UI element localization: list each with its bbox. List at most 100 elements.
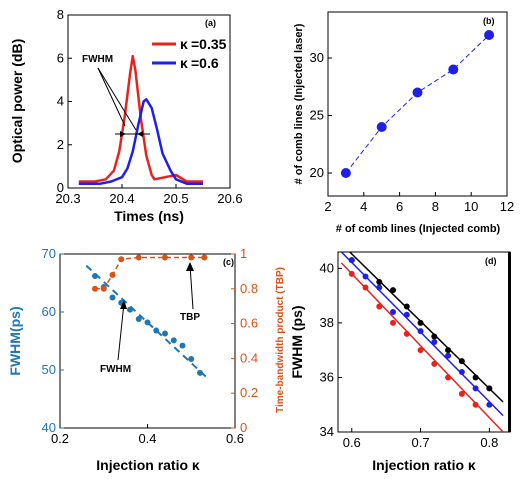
panel-b-series-line [345, 34, 490, 174]
panel-a-annotation-fwhm: FWHM [82, 54, 113, 65]
panel-c-xtick-label: 0.2 [51, 431, 69, 446]
panel-d-label: (d) [485, 256, 497, 266]
panel-d-data-point [376, 284, 383, 291]
panel-c-fwhm-point [153, 327, 160, 334]
panel-c-ylabel-right: Time-bandwidth product (TBP) [275, 267, 286, 413]
panel-d-data-point [445, 347, 452, 354]
panel-a-label: (a) [205, 18, 216, 28]
panel-c-right-ytick-label: 0.4 [240, 350, 258, 365]
panel-a-ylabel: Optical power (dB) [9, 39, 25, 163]
panel-b-ytick-label: 20 [310, 165, 324, 180]
panel-c-tbp-point [92, 285, 98, 292]
panel-c-tbp-point [135, 254, 142, 261]
legend-kappa-symbol-2: κ [180, 55, 188, 71]
panel-d-data-point [431, 339, 438, 345]
panel-c-xtick-label: 0.6 [226, 431, 244, 446]
panel-c-fwhm-fit-line [85, 264, 210, 381]
panel-b-ylabel: # of comb lines (Injected laser) [293, 23, 305, 184]
panel-b-data-point [448, 64, 459, 75]
panel-d-ytick-label: 36 [320, 369, 334, 384]
panel-d-data-point [362, 284, 369, 291]
panel-b-xtick-label: 12 [500, 199, 514, 214]
panel-d-data-point [348, 257, 355, 264]
panel-a-xtick-label: 20.5 [163, 191, 188, 206]
panel-c-arrowhead-tbp [186, 262, 194, 271]
panel-c-right-ytick-label: 0.2 [240, 385, 258, 400]
panel-b-xtick-label: 6 [396, 199, 403, 214]
legend-entry-2: =0.6 [191, 55, 219, 71]
panel-c-fwhm-point [197, 369, 203, 376]
panel-b-label: (b) [483, 16, 495, 26]
panel-b-data-point [412, 87, 423, 98]
panel-a-xlabel: Times (ns) [114, 208, 184, 224]
panel-c-axes-box [59, 253, 236, 429]
panel-d-ytick-label: 40 [320, 260, 334, 275]
panel-d-data-point [431, 333, 438, 340]
panel-d-data-point [458, 390, 465, 397]
panel-d-xtick-label: 0.6 [343, 435, 361, 450]
panel-c-fwhm-point [170, 337, 177, 344]
panel-d-data-point [390, 319, 397, 326]
panel-d-data-point [431, 360, 438, 367]
panel-d-ylabel: FWHM (ps) [289, 305, 305, 378]
panel-a-xtick-label: 20.3 [55, 191, 80, 206]
legend-entry-1: =0.35 [191, 36, 227, 52]
panel-d-ytick-label: 38 [320, 315, 334, 330]
panel-a-fwhm-arrowhead-right [137, 131, 143, 137]
panel-d-right-spine [508, 252, 511, 432]
panel-d-data-point [417, 328, 424, 335]
panel-c-label: (c) [223, 257, 234, 267]
panel-c-arrowhead-fwhm [120, 300, 127, 309]
panel-c-tbp-point [188, 254, 195, 261]
panel-c-fwhm-point [179, 342, 186, 349]
panel-d-data-point [472, 374, 479, 381]
panel-d-data-point [376, 303, 383, 310]
panel-c-left-ytick-label: 40 [42, 420, 56, 435]
panel-d-ytick-label: 34 [320, 424, 334, 439]
panel-c-ylabel-left: FWHM(ps) [7, 306, 23, 375]
panel-d-data-point [445, 374, 452, 381]
panel-a-series-line-2 [78, 98, 203, 185]
panel-c-xlabel: Injection ratio κ [96, 457, 200, 473]
panel-d-data-point [486, 401, 493, 408]
panel-c-left-ytick-label: 70 [42, 246, 56, 261]
panel-d-data-point [417, 319, 424, 326]
panel-b-xtick-label: 10 [464, 199, 478, 214]
panel-c-fwhm-point [188, 355, 195, 362]
panel-c-fwhm-point [135, 315, 142, 322]
panel-b-xtick-label: 8 [432, 199, 439, 214]
panel-d-data-point [472, 385, 479, 392]
panel-d-data-point [348, 270, 355, 277]
panel-a-fwhm-arrowhead-left [120, 131, 126, 137]
panel-b-data-point [484, 30, 495, 40]
panel-c-right-ytick-label: 0.6 [240, 316, 258, 331]
panel-c-fwhm-point [127, 306, 133, 313]
panel-d-data-point [403, 311, 410, 318]
panel-c-fwhm-point [144, 319, 151, 326]
panel-d-data-point [458, 358, 465, 365]
panel-c-fwhm-point [92, 273, 98, 280]
legend-kappa-symbol-1: κ [180, 36, 188, 52]
panel-d-xlabel: Injection ratio κ [372, 457, 476, 473]
panel-d-data-point [403, 330, 410, 337]
panel-c-tbp-point [109, 271, 116, 278]
panel-a-ytick-label: 6 [57, 50, 64, 65]
panel-b-data-point [376, 122, 387, 132]
panel-c-annotation-tbp: TBP [180, 312, 200, 323]
panel-d-data-point [376, 279, 383, 285]
panel-a-xtick-label: 20.4 [109, 191, 134, 206]
panel-c-right-ytick-label: 1 [240, 246, 247, 261]
panel-c-annotation-arrow-tbp [189, 264, 194, 310]
panel-a-ytick-label: 2 [57, 137, 64, 152]
panel-c-annotation-arrow-fwhm [117, 302, 125, 361]
panel-a-ytick-label: 8 [57, 7, 64, 22]
panel-d-data-point [362, 273, 369, 280]
panel-c-annotation-fwhm: FWHM [100, 364, 131, 375]
panel-d-data-point [403, 303, 410, 310]
panel-c-tbp-point [162, 254, 168, 261]
panel-b-xtick-label: 2 [324, 199, 331, 214]
panel-a-annotation-arrow-1 [97, 67, 126, 127]
panel-d-data-point [486, 385, 493, 392]
panel-d-data-point [390, 309, 397, 315]
panel-a-series-line-1 [78, 54, 203, 183]
